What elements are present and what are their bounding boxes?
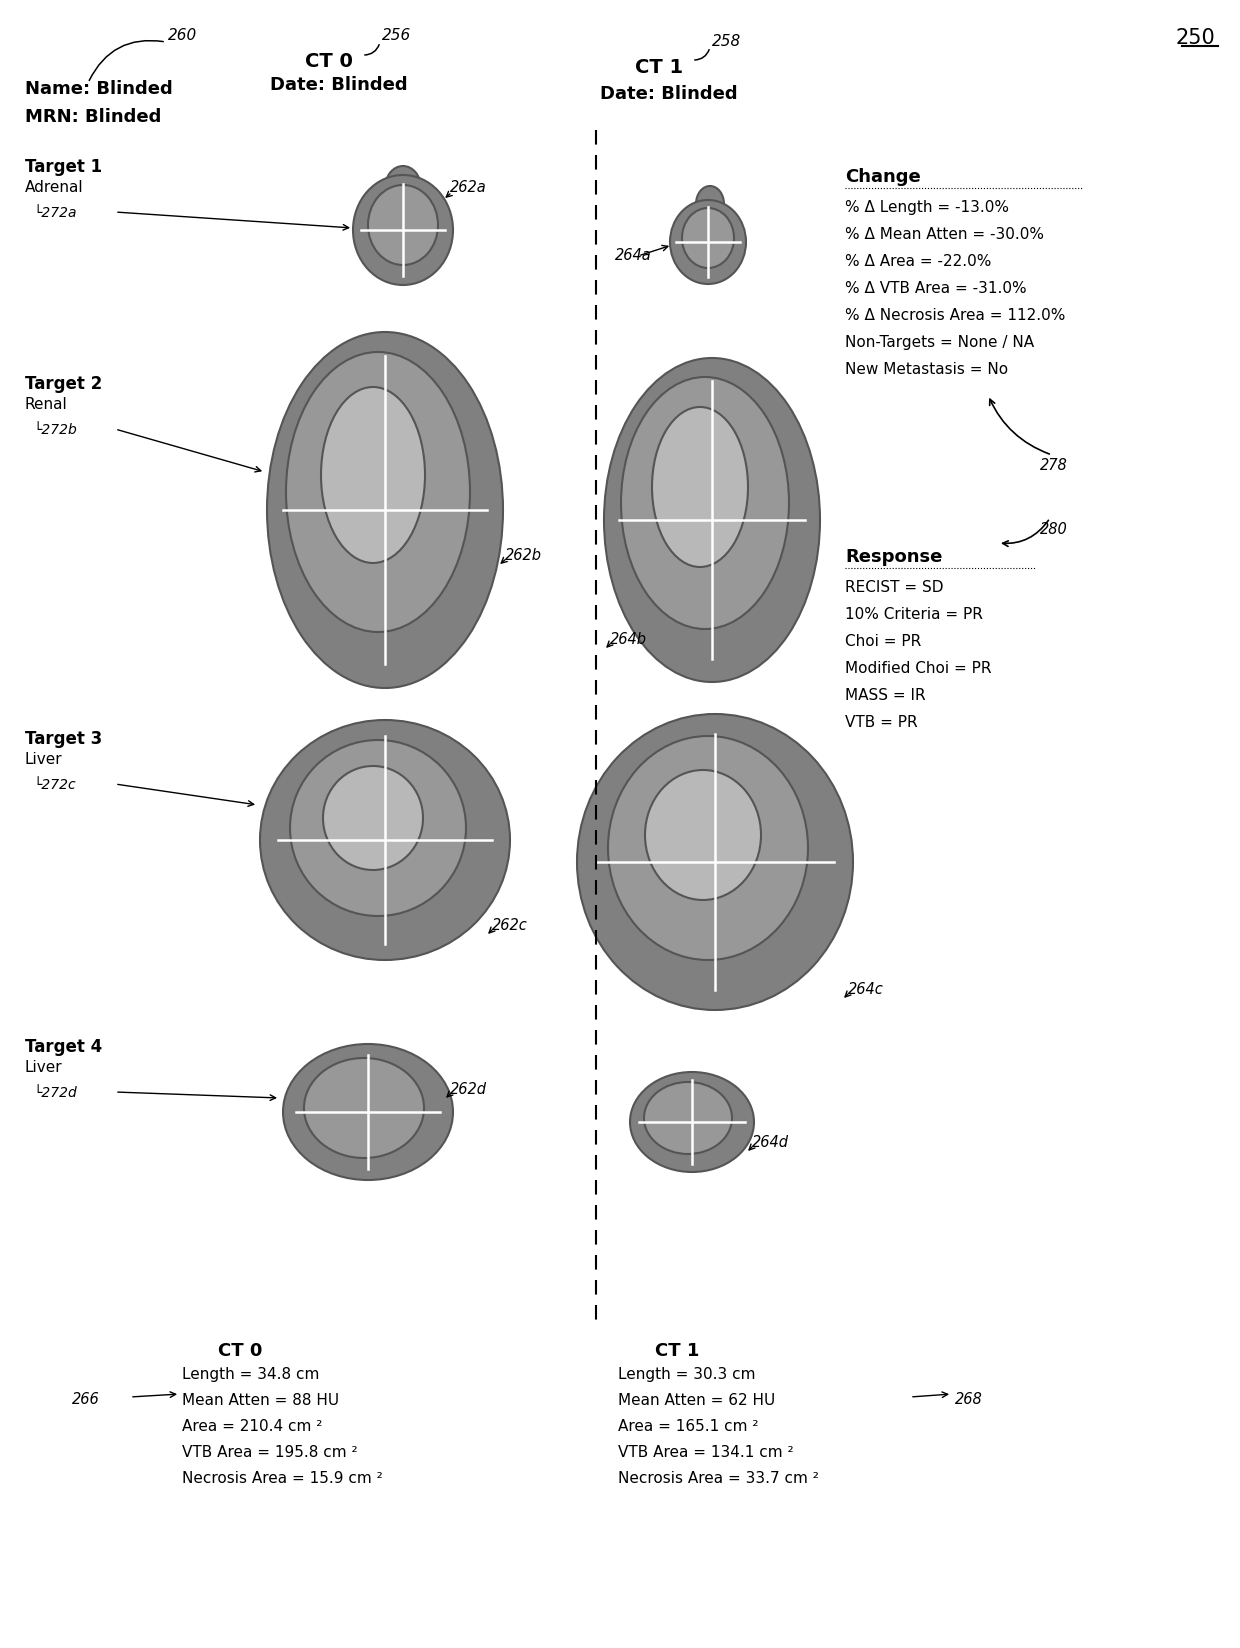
Ellipse shape: [652, 407, 748, 567]
Ellipse shape: [696, 186, 724, 222]
Text: Non-Targets = None / NA: Non-Targets = None / NA: [844, 335, 1034, 349]
Text: Mean Atten = 62 HU: Mean Atten = 62 HU: [618, 1393, 775, 1407]
Ellipse shape: [604, 358, 820, 682]
Ellipse shape: [267, 331, 503, 687]
Text: 264c: 264c: [848, 982, 884, 997]
Text: Date: Blinded: Date: Blinded: [270, 76, 408, 94]
Ellipse shape: [608, 737, 808, 961]
Text: Liver: Liver: [25, 1060, 63, 1074]
Text: % Δ Length = -13.0%: % Δ Length = -13.0%: [844, 199, 1009, 214]
Ellipse shape: [630, 1071, 754, 1172]
Text: 10% Criteria = PR: 10% Criteria = PR: [844, 606, 983, 621]
Text: % Δ Necrosis Area = 112.0%: % Δ Necrosis Area = 112.0%: [844, 308, 1065, 323]
Text: 278: 278: [1040, 458, 1068, 473]
Ellipse shape: [645, 770, 761, 900]
Text: Length = 34.8 cm: Length = 34.8 cm: [182, 1366, 320, 1383]
Ellipse shape: [322, 766, 423, 870]
Text: 280: 280: [1040, 522, 1068, 537]
Text: Necrosis Area = 33.7 cm ²: Necrosis Area = 33.7 cm ²: [618, 1472, 818, 1486]
Text: 250: 250: [1176, 28, 1215, 48]
Text: Target 1: Target 1: [25, 158, 102, 176]
Text: Target 3: Target 3: [25, 730, 102, 748]
Text: └272c: └272c: [33, 778, 76, 793]
Text: New Metastasis = No: New Metastasis = No: [844, 363, 1008, 377]
Text: Target 4: Target 4: [25, 1038, 102, 1056]
Text: CT 0: CT 0: [218, 1341, 263, 1360]
Ellipse shape: [290, 740, 466, 916]
Text: └272d: └272d: [33, 1086, 77, 1099]
Text: VTB Area = 134.1 cm ²: VTB Area = 134.1 cm ²: [618, 1445, 794, 1460]
Text: CT 1: CT 1: [635, 58, 683, 77]
Text: 262c: 262c: [492, 918, 528, 933]
Text: Liver: Liver: [25, 751, 63, 766]
Text: Necrosis Area = 15.9 cm ²: Necrosis Area = 15.9 cm ²: [182, 1472, 383, 1486]
Text: MASS = IR: MASS = IR: [844, 687, 925, 704]
Ellipse shape: [577, 714, 853, 1010]
Text: % Δ Area = -22.0%: % Δ Area = -22.0%: [844, 254, 991, 269]
Text: MRN: Blinded: MRN: Blinded: [25, 109, 161, 125]
Ellipse shape: [368, 185, 438, 265]
Text: Mean Atten = 88 HU: Mean Atten = 88 HU: [182, 1393, 339, 1407]
Text: Modified Choi = PR: Modified Choi = PR: [844, 661, 992, 676]
Text: 256: 256: [382, 28, 412, 43]
Text: Change: Change: [844, 168, 921, 186]
Text: Area = 210.4 cm ²: Area = 210.4 cm ²: [182, 1419, 322, 1434]
Text: 266: 266: [72, 1393, 99, 1407]
Ellipse shape: [283, 1043, 453, 1180]
Text: CT 1: CT 1: [655, 1341, 699, 1360]
Text: VTB Area = 195.8 cm ²: VTB Area = 195.8 cm ²: [182, 1445, 357, 1460]
Text: Name: Blinded: Name: Blinded: [25, 81, 172, 97]
Text: └272b: └272b: [33, 424, 77, 437]
Text: 260: 260: [167, 28, 197, 43]
Ellipse shape: [621, 377, 789, 630]
Text: Response: Response: [844, 549, 942, 565]
Text: Target 2: Target 2: [25, 376, 102, 392]
Text: 268: 268: [955, 1393, 983, 1407]
Text: Area = 165.1 cm ²: Area = 165.1 cm ²: [618, 1419, 759, 1434]
Ellipse shape: [304, 1058, 424, 1159]
Text: Adrenal: Adrenal: [25, 180, 83, 194]
Ellipse shape: [670, 199, 746, 283]
Ellipse shape: [286, 353, 470, 631]
Text: VTB = PR: VTB = PR: [844, 715, 918, 730]
Text: 262d: 262d: [450, 1083, 487, 1098]
Ellipse shape: [260, 720, 510, 961]
Text: % Δ Mean Atten = -30.0%: % Δ Mean Atten = -30.0%: [844, 227, 1044, 242]
Ellipse shape: [682, 208, 734, 269]
Text: 258: 258: [712, 35, 742, 49]
Text: Date: Blinded: Date: Blinded: [600, 86, 738, 104]
Text: 264a: 264a: [615, 247, 652, 264]
Text: 264d: 264d: [751, 1135, 789, 1150]
Text: Renal: Renal: [25, 397, 68, 412]
Text: └272a: └272a: [33, 206, 77, 219]
Text: Choi = PR: Choi = PR: [844, 634, 921, 649]
Text: RECIST = SD: RECIST = SD: [844, 580, 944, 595]
Text: % Δ VTB Area = -31.0%: % Δ VTB Area = -31.0%: [844, 282, 1027, 297]
Ellipse shape: [321, 387, 425, 564]
Ellipse shape: [644, 1083, 732, 1154]
Text: CT 0: CT 0: [305, 53, 353, 71]
Ellipse shape: [353, 175, 453, 285]
Text: 264b: 264b: [610, 631, 647, 648]
Ellipse shape: [384, 166, 422, 209]
Text: Length = 30.3 cm: Length = 30.3 cm: [618, 1366, 755, 1383]
Text: 262b: 262b: [505, 549, 542, 564]
Text: 262a: 262a: [450, 180, 487, 194]
